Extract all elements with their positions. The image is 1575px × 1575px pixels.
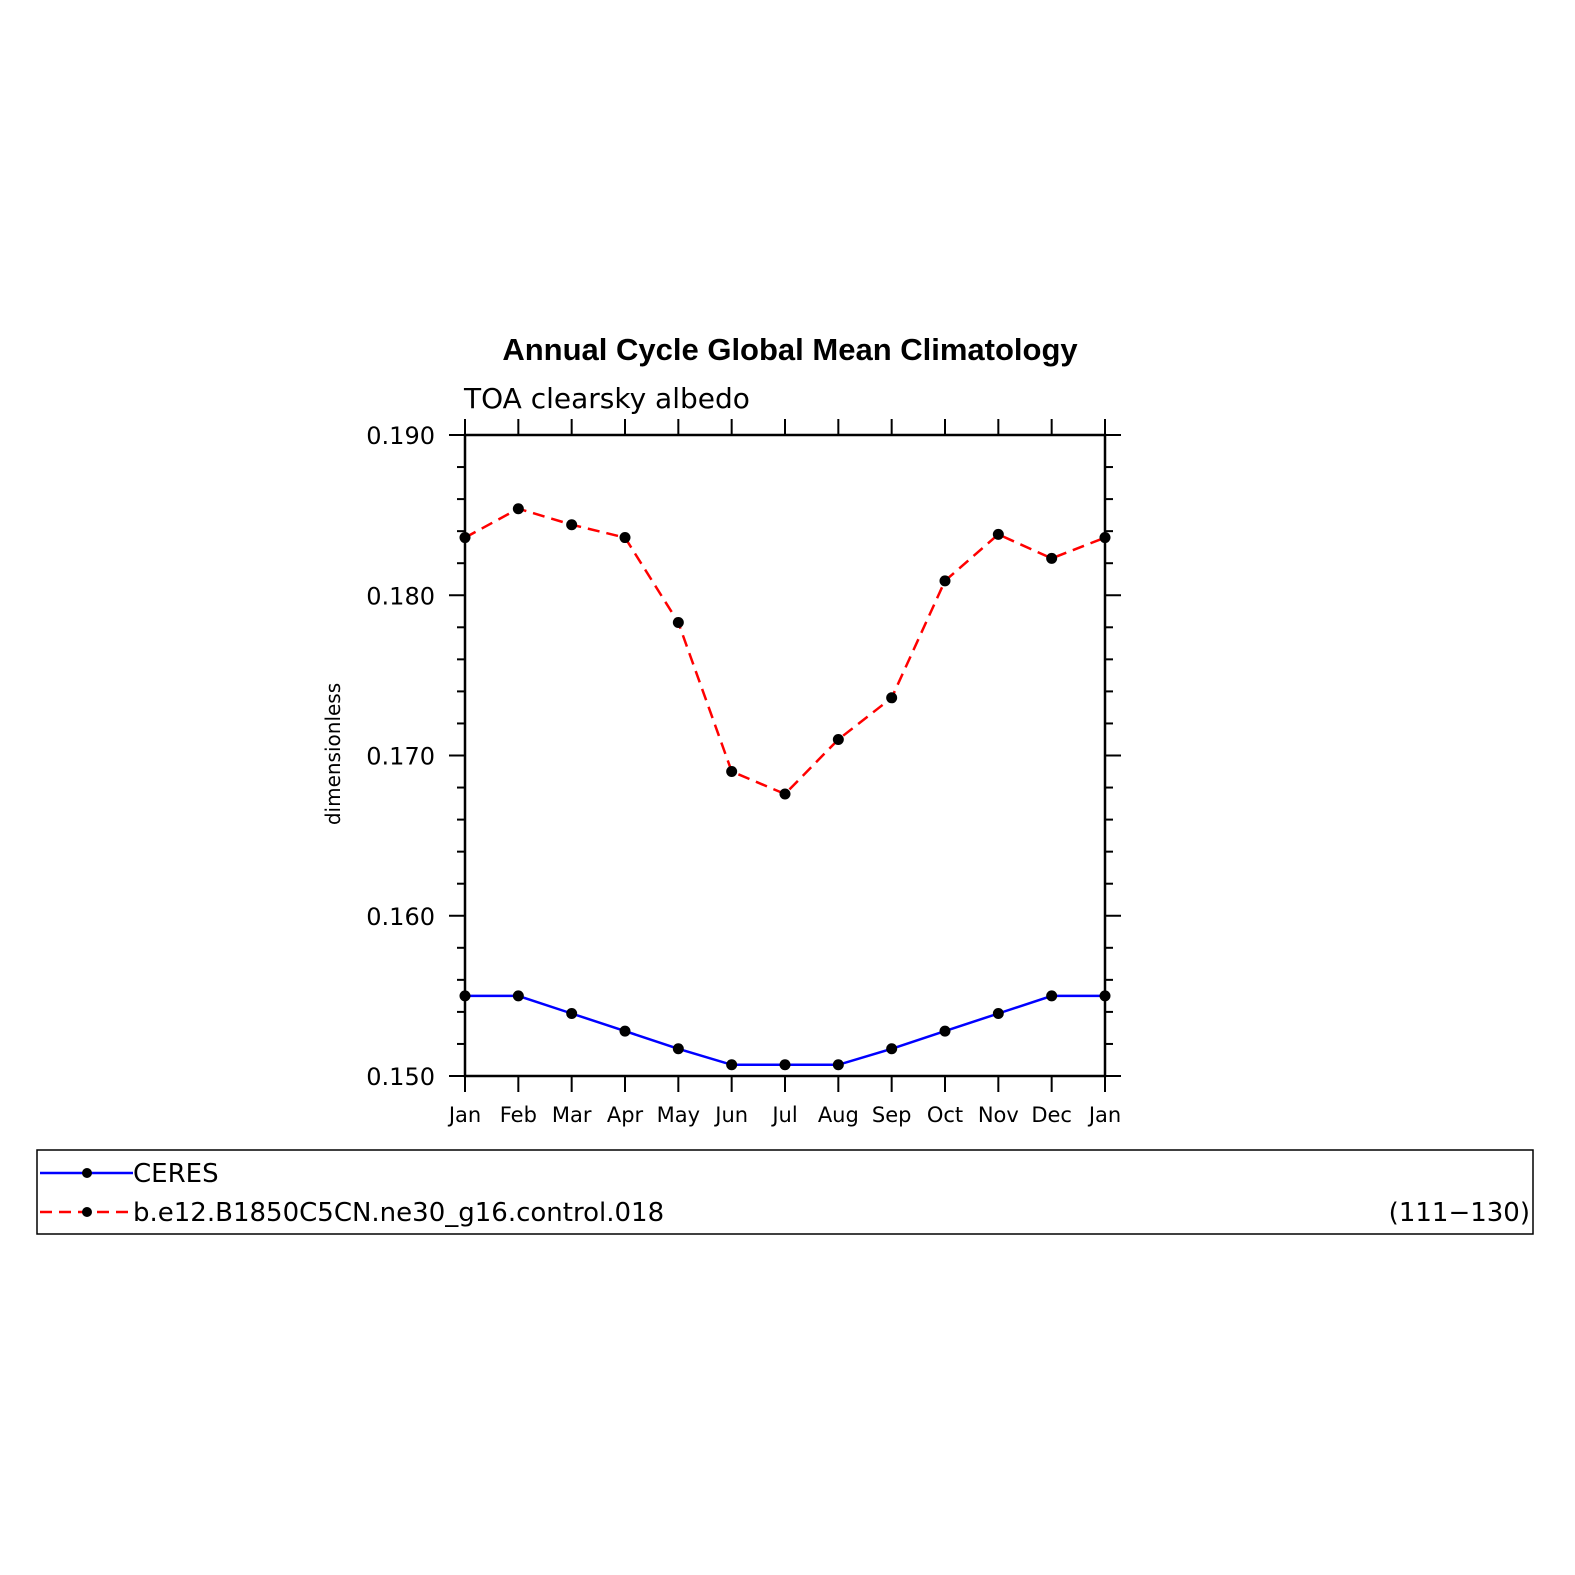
x-tick-label: May [657,1103,700,1127]
series-lines [459,503,1111,1071]
x-tick-label: Apr [607,1103,644,1127]
series-0-point [832,1059,844,1071]
series-1-point [939,575,951,587]
legend-marker-ceres [82,1168,92,1178]
x-tick-label: Sep [872,1103,912,1127]
series-1-point [886,692,898,704]
series-1-point [566,519,578,531]
x-tick-label: Nov [978,1103,1019,1127]
y-tick-label: 0.160 [366,903,435,931]
legend-box [36,1149,1534,1235]
series-1-point [619,532,631,544]
x-tick-label: Feb [500,1103,537,1127]
x-tick-label: Jun [713,1103,748,1127]
series-1-point [779,788,791,800]
legend-marker-model [82,1207,92,1217]
series-0-point [1099,990,1111,1002]
series-1-point [459,532,471,544]
y-axis-label: dimensionless [321,683,345,825]
x-tick-labels: Jan Feb Mar Apr May Jun Jul Aug Sep Oct Nov Dec Jan [447,1103,1121,1127]
legend: CERES b.e12.B1850C5CN.ne30_g16.control.0… [40,1159,1530,1228]
series-1-point [726,766,738,778]
x-tick-label: Jul [770,1103,797,1127]
series-0-point [459,990,471,1002]
x-tick-label: Jan [1087,1103,1121,1127]
series-1-point [1099,532,1111,544]
axis-ticks [449,419,1121,1092]
legend-label-ceres: CERES [133,1159,219,1189]
legend-years-model: (111−130) [1389,1198,1530,1228]
plot-frame [463,433,1107,1078]
y-tick-label: 0.190 [366,422,435,450]
y-tick-labels: 0.150 0.160 0.170 0.180 0.190 [366,422,435,1091]
chart-subtitle: TOA clearsky albedo [463,382,750,415]
series-0-point [992,1008,1004,1020]
series-line-1 [464,507,1106,796]
legend-label-model: b.e12.B1850C5CN.ne30_g16.control.018 [133,1198,664,1228]
series-0-point [886,1043,898,1055]
y-tick-label: 0.180 [366,582,435,610]
x-tick-label: Aug [818,1103,859,1127]
series-1-point [1046,552,1058,564]
series-0-point [939,1025,951,1037]
series-0-point [726,1059,738,1071]
series-0-point [1046,990,1058,1002]
x-tick-label: Dec [1031,1103,1072,1127]
chart-title: Annual Cycle Global Mean Climatology [502,332,1078,367]
series-1-point [832,733,844,745]
x-tick-label: Jan [447,1103,481,1127]
y-tick-label: 0.170 [366,743,435,771]
series-line-0 [465,994,1105,1067]
x-tick-label: Mar [552,1103,592,1127]
y-tick-label: 0.150 [366,1063,435,1091]
series-0-point [566,1008,578,1020]
series-1-point [992,528,1004,540]
x-tick-label: Oct [927,1103,963,1127]
series-1-point [672,616,684,628]
series-0-point [779,1059,791,1071]
series-0-point [619,1025,631,1037]
series-0-point [672,1043,684,1055]
series-1-point [512,503,524,515]
series-0-point [512,990,524,1002]
